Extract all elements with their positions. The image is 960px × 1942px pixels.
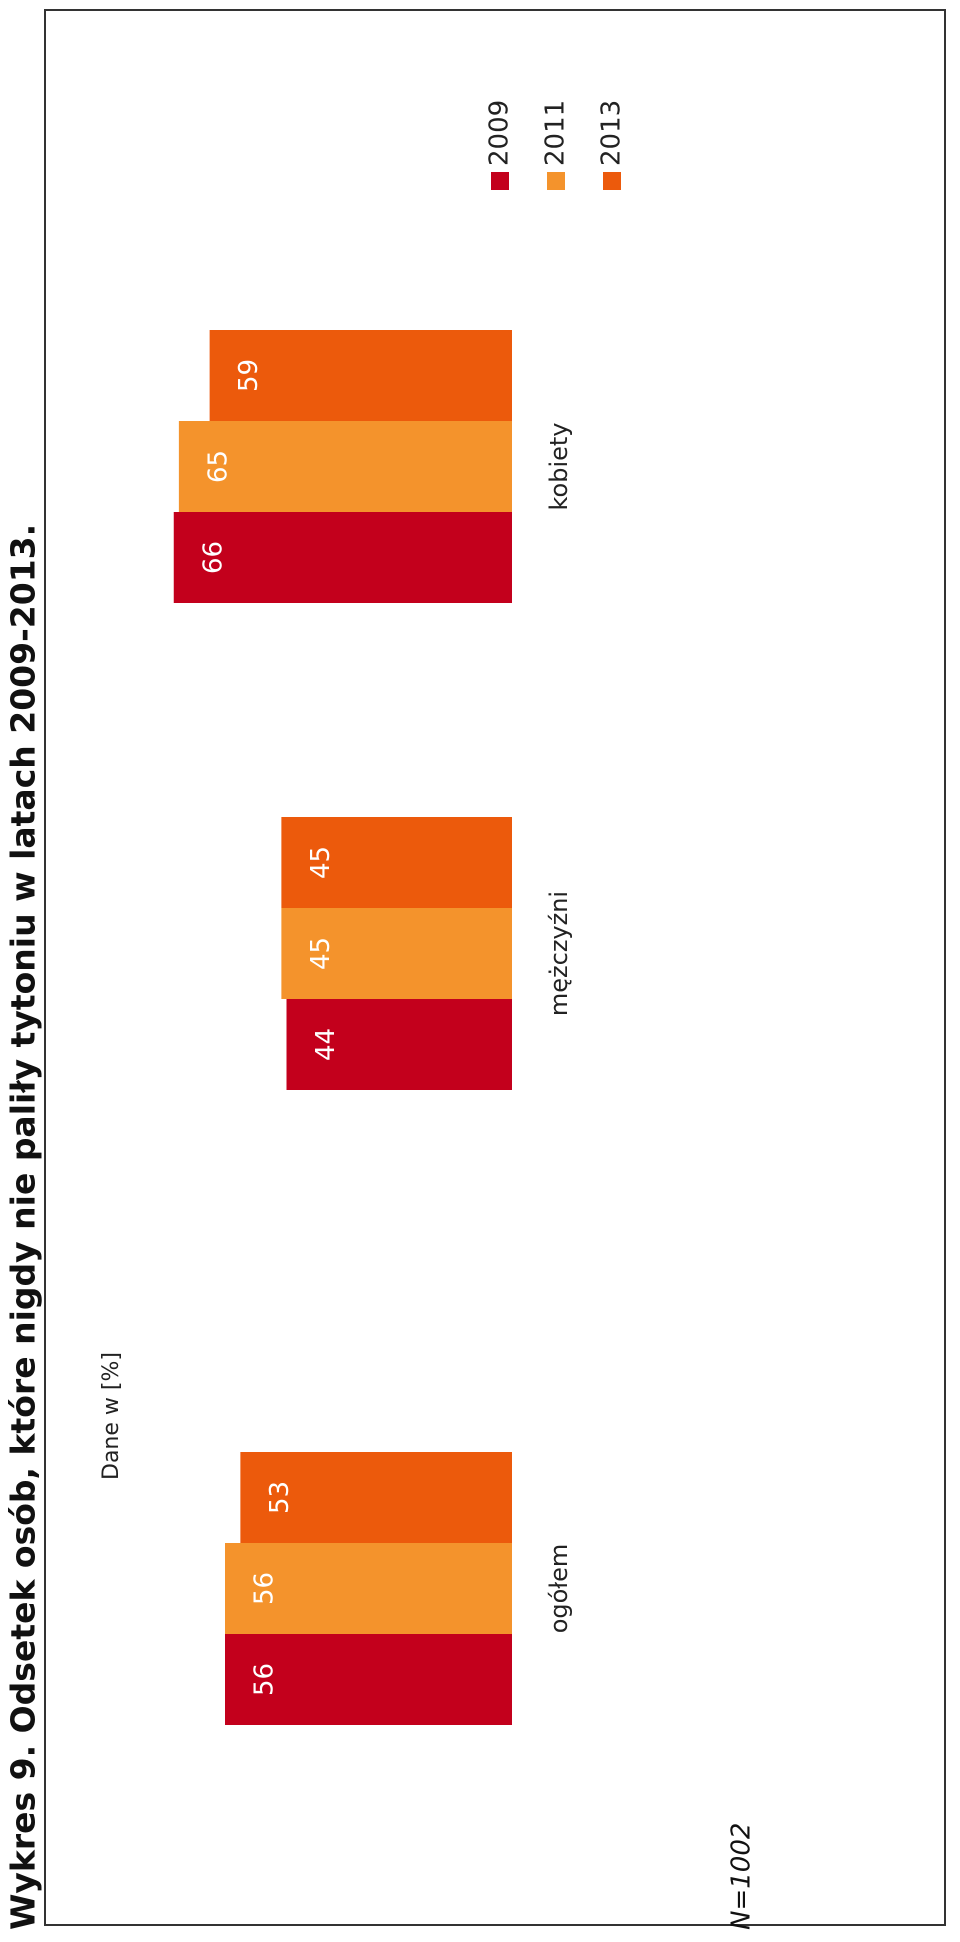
bar [225,1543,512,1634]
note: N=1002 [727,1823,757,1930]
legend-label: 2009 [485,100,515,166]
rotated-chart: Wykres 9. Odsetek osób, które nigdy nie … [4,9,946,1930]
value-label: 59 [234,359,264,392]
x-tick-label: mężczyźni [545,891,573,1016]
value-label: 44 [311,1028,341,1061]
value-label: 66 [198,541,228,574]
bar [286,999,512,1090]
value-label: 56 [250,1663,280,1696]
bar [178,421,512,512]
value-label: 45 [306,937,336,970]
bar [240,1452,512,1543]
legend-label: 2013 [597,100,627,166]
x-tick-label: kobiety [545,422,573,510]
value-label: 45 [306,846,336,879]
value-label: 56 [250,1572,280,1605]
subtitle: Dane w [%] [99,1352,124,1480]
frame [44,9,946,1926]
value-label: 65 [203,450,233,483]
value-label: 53 [265,1481,295,1514]
bar [173,512,512,603]
bar [281,908,512,999]
chart-title: Wykres 9. Odsetek osób, które nigdy nie … [4,524,43,1930]
bar [281,817,512,908]
bar [209,330,512,421]
x-tick-label: ogółem [545,1544,573,1634]
bar [225,1634,512,1725]
legend-swatch [547,172,565,190]
legend-swatch [603,172,621,190]
legend-swatch [491,172,509,190]
legend-label: 2011 [541,100,571,166]
